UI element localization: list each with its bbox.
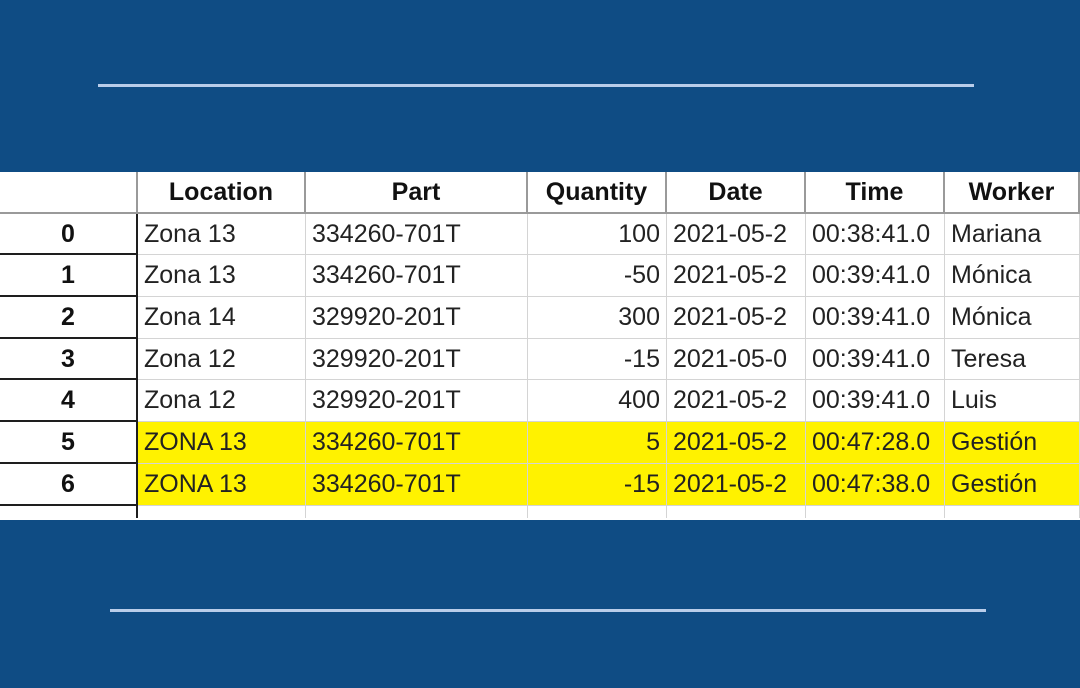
table-grid: Location Part Quantity Date Time Worker … bbox=[0, 172, 1080, 506]
cell-date[interactable]: 2021-05-2 bbox=[667, 463, 806, 506]
spreadsheet-table: Location Part Quantity Date Time Worker … bbox=[0, 172, 1080, 520]
cell-location[interactable]: Zona 13 bbox=[138, 213, 306, 256]
cell-worker[interactable]: Mónica bbox=[945, 255, 1080, 298]
cell-quantity[interactable]: -15 bbox=[528, 463, 667, 506]
cell-quantity[interactable]: -50 bbox=[528, 255, 667, 298]
row-index[interactable]: 3 bbox=[0, 338, 138, 381]
cell-time[interactable]: 00:39:41.0 bbox=[806, 297, 945, 339]
cell-part[interactable]: 329920-201T bbox=[306, 297, 528, 339]
cell-location[interactable]: ZONA 13 bbox=[138, 422, 306, 464]
cell-location[interactable]: ZONA 13 bbox=[138, 463, 306, 506]
cell-time[interactable]: 00:47:38.0 bbox=[806, 463, 945, 506]
cell-worker[interactable]: Mónica bbox=[945, 297, 1080, 339]
top-divider bbox=[98, 84, 974, 87]
cell-time[interactable]: 00:39:41.0 bbox=[806, 255, 945, 298]
cell-location[interactable]: Zona 12 bbox=[138, 338, 306, 381]
cell-quantity[interactable]: 300 bbox=[528, 297, 667, 339]
header-part[interactable]: Part bbox=[306, 172, 528, 214]
cell-date[interactable]: 2021-05-2 bbox=[667, 380, 806, 423]
cell-part[interactable]: 329920-201T bbox=[306, 338, 528, 381]
cell-date[interactable]: 2021-05-2 bbox=[667, 255, 806, 298]
cell-part[interactable]: 334260-701T bbox=[306, 422, 528, 464]
cell-date[interactable]: 2021-05-2 bbox=[667, 297, 806, 339]
header-date[interactable]: Date bbox=[667, 172, 806, 214]
cell-date[interactable]: 2021-05-2 bbox=[667, 213, 806, 256]
cell-quantity[interactable]: -15 bbox=[528, 338, 667, 381]
cell-location[interactable]: Zona 14 bbox=[138, 297, 306, 339]
partial-next-row bbox=[0, 505, 1080, 518]
cell-worker[interactable]: Gestión bbox=[945, 463, 1080, 506]
cell-worker[interactable]: Luis bbox=[945, 380, 1080, 423]
cell-part[interactable]: 329920-201T bbox=[306, 380, 528, 423]
cell-quantity[interactable]: 100 bbox=[528, 213, 667, 256]
cell-time[interactable]: 00:39:41.0 bbox=[806, 380, 945, 423]
cell-worker[interactable]: Teresa bbox=[945, 338, 1080, 381]
row-index[interactable]: 2 bbox=[0, 297, 138, 339]
header-worker[interactable]: Worker bbox=[945, 172, 1080, 214]
cell-part[interactable]: 334260-701T bbox=[306, 463, 528, 506]
row-index[interactable]: 1 bbox=[0, 255, 138, 298]
row-index[interactable]: 5 bbox=[0, 422, 138, 464]
row-index[interactable]: 6 bbox=[0, 463, 138, 506]
cell-worker[interactable]: Gestión bbox=[945, 422, 1080, 464]
cell-location[interactable]: Zona 13 bbox=[138, 255, 306, 298]
cell-time[interactable]: 00:38:41.0 bbox=[806, 213, 945, 256]
header-corner bbox=[0, 172, 138, 214]
bottom-divider bbox=[110, 609, 986, 612]
header-location[interactable]: Location bbox=[138, 172, 306, 214]
cell-date[interactable]: 2021-05-2 bbox=[667, 422, 806, 464]
cell-location[interactable]: Zona 12 bbox=[138, 380, 306, 423]
cell-quantity[interactable]: 5 bbox=[528, 422, 667, 464]
row-index[interactable]: 4 bbox=[0, 380, 138, 423]
header-quantity[interactable]: Quantity bbox=[528, 172, 667, 214]
cell-time[interactable]: 00:39:41.0 bbox=[806, 338, 945, 381]
cell-date[interactable]: 2021-05-0 bbox=[667, 338, 806, 381]
cell-part[interactable]: 334260-701T bbox=[306, 213, 528, 256]
cell-time[interactable]: 00:47:28.0 bbox=[806, 422, 945, 464]
cell-quantity[interactable]: 400 bbox=[528, 380, 667, 423]
cell-worker[interactable]: Mariana bbox=[945, 213, 1080, 256]
cell-part[interactable]: 334260-701T bbox=[306, 255, 528, 298]
header-time[interactable]: Time bbox=[806, 172, 945, 214]
row-index[interactable]: 0 bbox=[0, 213, 138, 256]
